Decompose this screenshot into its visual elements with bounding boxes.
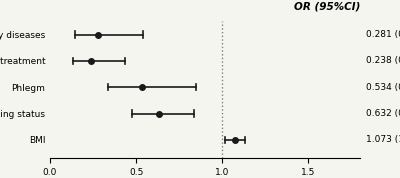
Text: 1.073 (1.014 - 1.135): 1.073 (1.014 - 1.135) bbox=[366, 135, 400, 145]
Text: 0.632 (0.477 - 0.837): 0.632 (0.477 - 0.837) bbox=[366, 109, 400, 118]
Text: OR (95%CI): OR (95%CI) bbox=[294, 2, 360, 12]
Text: 0.534 (0.337 - 0.846): 0.534 (0.337 - 0.846) bbox=[366, 83, 400, 92]
Text: 0.238 (0.131 - 0.434): 0.238 (0.131 - 0.434) bbox=[366, 56, 400, 65]
Text: 0.281 (0.147 - 0.540): 0.281 (0.147 - 0.540) bbox=[366, 30, 400, 39]
